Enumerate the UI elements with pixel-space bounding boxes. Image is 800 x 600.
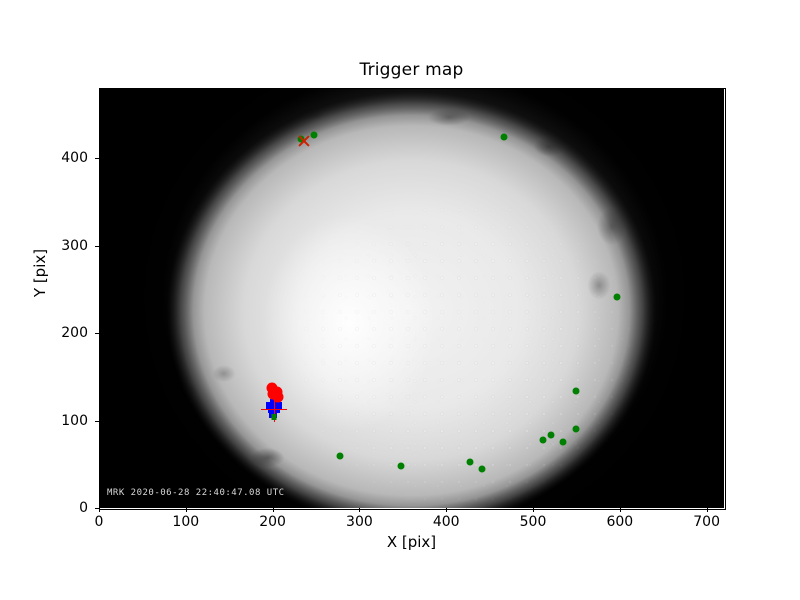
crosshair-marker: [261, 396, 288, 423]
cluster-circle-marker: [266, 382, 278, 394]
x-tick: [533, 508, 535, 512]
plot-area[interactable]: MRK 2020-06-28 22:40:47.08 UTC: [99, 88, 724, 508]
trigger-dot: [466, 458, 474, 466]
cluster-green-square: [271, 414, 277, 420]
y-tick-label: 100: [61, 412, 88, 429]
y-tick-label: 0: [79, 500, 88, 516]
trigger-dot: [478, 465, 486, 473]
y-tick-label: 300: [61, 237, 88, 254]
x-tick-label: 300: [346, 514, 373, 530]
x-tick: [619, 508, 621, 512]
trigger-dot: [336, 452, 344, 459]
x-tick-label: 700: [693, 514, 720, 530]
trigger-dot: [613, 293, 621, 301]
trigger-dot: [547, 431, 555, 439]
x-tick: [359, 508, 361, 512]
trigger-dot: [559, 438, 567, 445]
y-tick-label: 400: [61, 150, 88, 166]
trigger-dot: [572, 425, 580, 433]
x-axis-label: X [pix]: [386, 533, 437, 551]
y-tick: [95, 245, 99, 247]
timestamp-overlay: MRK 2020-06-28 22:40:47.08 UTC: [107, 488, 285, 498]
x-tick-label: 400: [432, 514, 460, 530]
trigger-dot: [539, 436, 547, 444]
cluster-circle-marker: [272, 391, 284, 403]
x-tick: [706, 508, 708, 512]
trigger-dot: [397, 462, 405, 470]
x-tick-label: 100: [172, 514, 200, 530]
rim-mottle-texture: [99, 88, 724, 508]
y-tick-label: 200: [61, 325, 88, 341]
x-tick: [272, 508, 274, 512]
y-tick: [95, 420, 99, 422]
x-tick-label: 600: [606, 514, 634, 530]
x-tick: [185, 508, 187, 512]
x-tick: [446, 508, 448, 512]
page-title: Trigger map: [359, 60, 464, 80]
x-tick-label: 500: [519, 514, 547, 530]
y-tick: [95, 508, 99, 509]
trigger-dot: [310, 131, 318, 139]
x-tick-label: 200: [259, 514, 286, 530]
rejected-marker: [297, 133, 311, 147]
x-tick: [99, 508, 100, 512]
y-tick: [95, 158, 99, 159]
x-tick-label: 0: [94, 514, 104, 530]
trigger-dot: [500, 133, 507, 141]
trigger-dot: [572, 387, 580, 395]
cluster-square-marker: [266, 401, 274, 410]
cluster-square-marker: [269, 409, 278, 418]
sky-dome-mask: [99, 88, 724, 508]
y-tick: [95, 333, 99, 334]
y-axis-label: Y [pix]: [31, 248, 49, 298]
